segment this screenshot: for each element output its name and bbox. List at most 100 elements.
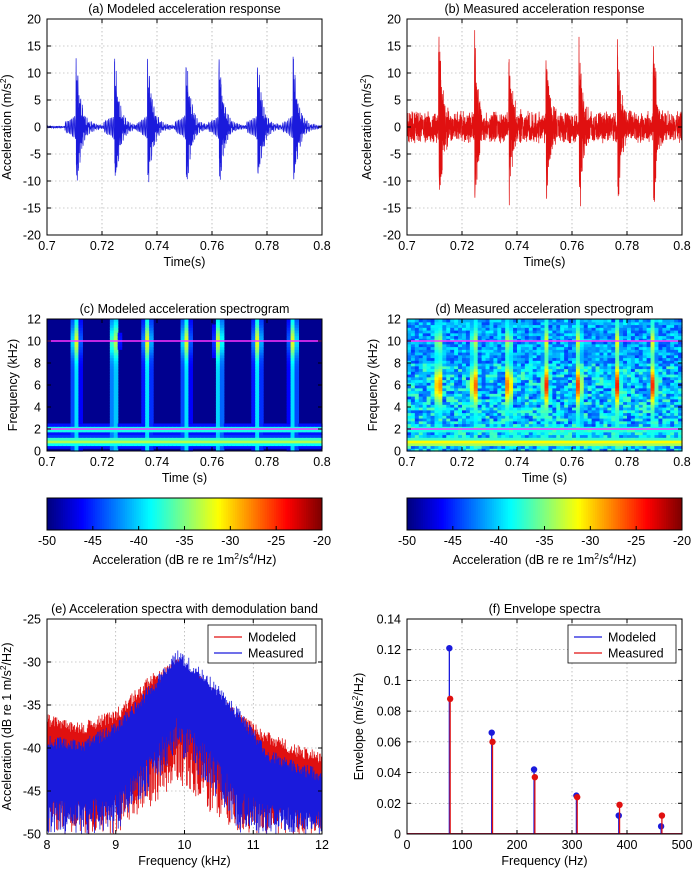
- spectrogram-cell: [418, 330, 424, 334]
- spectrogram-cell: [473, 365, 479, 370]
- spectrogram-cell: [294, 434, 300, 438]
- spectrogram-cell: [513, 412, 518, 416]
- spectrogram-cell: [544, 426, 550, 430]
- spectrogram-cell: [572, 341, 577, 345]
- spectrogram-cell: [290, 379, 296, 383]
- spectrogram-cell: [532, 335, 538, 339]
- x-tick-label: 0.72: [90, 455, 114, 469]
- spectrogram-cell: [509, 374, 514, 378]
- spectrogram-cell: [180, 368, 186, 372]
- spectrogram-cell: [587, 332, 593, 337]
- spectrogram-cell: [407, 418, 412, 422]
- spectrogram-cell: [517, 357, 522, 361]
- spectrogram-cell: [157, 442, 162, 447]
- spectrogram-cell: [540, 412, 546, 416]
- spectrogram-cell: [141, 440, 146, 444]
- spectrogram-cell: [442, 398, 447, 403]
- spectrogram-cell: [591, 434, 597, 438]
- spectrogram-cell: [223, 440, 229, 444]
- spectrogram-cell: [544, 363, 550, 367]
- spectrogram-cell: [646, 404, 652, 408]
- spectrogram-cell: [564, 387, 569, 392]
- spectrogram-cell: [454, 423, 459, 427]
- spectrogram-cell: [599, 376, 605, 381]
- spectrogram-cell: [536, 409, 542, 414]
- spectrogram-cell: [572, 330, 577, 334]
- spectrogram-cell: [513, 407, 518, 411]
- spectrogram-cell: [82, 437, 87, 441]
- spectrogram-cell: [109, 407, 115, 411]
- spectrogram-cell: [477, 434, 483, 438]
- spectrogram-cell: [634, 330, 640, 334]
- spectrogram-cell: [540, 327, 546, 331]
- spectrogram-cell: [587, 398, 593, 403]
- spectrogram-cell: [579, 330, 585, 334]
- spectrogram-cell: [243, 442, 248, 447]
- spectrogram-cell: [74, 330, 80, 334]
- spectrogram-cell: [572, 420, 577, 425]
- spectrogram-cell: [184, 363, 190, 367]
- spectrogram-cell: [90, 431, 95, 436]
- spectrogram-cell: [564, 327, 569, 331]
- spectrogram-cell: [90, 423, 95, 427]
- spectrogram-cell: [520, 343, 526, 348]
- spectrogram-cell: [58, 437, 64, 441]
- spectrogram-cell: [517, 431, 522, 436]
- spectrogram-cell: [583, 354, 589, 359]
- spectrogram-cell: [255, 379, 260, 383]
- spectrogram-cell: [465, 319, 471, 323]
- spectrogram-cell: [473, 393, 479, 397]
- spectrogram-cell: [654, 335, 660, 339]
- spectrogram-cell: [517, 401, 522, 405]
- spectrogram-cell: [458, 374, 463, 378]
- spectrogram-cell: [259, 343, 264, 348]
- spectrogram-cell: [536, 390, 542, 394]
- spectrogram-cell: [646, 396, 652, 400]
- spectrogram-cell: [422, 431, 428, 436]
- spectrogram-cell: [642, 365, 648, 370]
- spectrogram-cell: [505, 429, 510, 433]
- spectrogram-cell: [70, 396, 76, 400]
- spectrogram-cell: [662, 385, 667, 389]
- spectrogram-cell: [575, 445, 581, 449]
- spectrogram-cell: [465, 371, 471, 375]
- spectrogram-cell: [658, 349, 663, 353]
- spectrogram-cell: [658, 327, 663, 331]
- spectrogram-cell: [619, 385, 624, 389]
- spectrogram-cell: [180, 346, 186, 350]
- spectrogram-cell: [290, 412, 296, 416]
- spectrogram-cell: [575, 343, 581, 348]
- spectrogram-cell: [78, 426, 83, 430]
- spectrogram-cell: [658, 365, 663, 370]
- spectrogram-cell: [595, 387, 601, 392]
- spectrogram-cell: [540, 387, 546, 392]
- spectrogram-cell: [501, 330, 506, 334]
- spectrogram-cell: [438, 385, 443, 389]
- spectrogram-cell: [259, 371, 264, 375]
- spectrogram-cell: [434, 338, 440, 342]
- spectrogram-cell: [623, 379, 628, 383]
- y-tick-label: 0: [34, 121, 41, 135]
- spectrogram-cell: [290, 404, 296, 408]
- spectrogram-cell: [513, 387, 518, 392]
- spectrogram-cell: [477, 363, 483, 367]
- spectrogram-cell: [489, 401, 495, 405]
- spectrogram-cell: [493, 330, 498, 334]
- colorbar-segment: [56, 498, 59, 530]
- spectrogram-cell: [294, 319, 300, 323]
- spectrogram-cell: [501, 409, 506, 414]
- spectrogram-cell: [642, 401, 648, 405]
- spectrogram-cell: [528, 371, 534, 375]
- spectrogram-cell: [434, 346, 440, 350]
- spectrogram-cell: [255, 327, 260, 331]
- spectrogram-cell: [509, 445, 514, 449]
- spectrogram-cell: [462, 368, 467, 372]
- spectrogram-cell: [286, 398, 292, 403]
- spectrogram-cell: [662, 363, 667, 367]
- y-tick-label: -15: [383, 202, 401, 216]
- spectrogram-cell: [509, 379, 514, 383]
- spectrogram-cell: [520, 357, 526, 361]
- x-axis-label: Time (s): [522, 471, 567, 485]
- spectrogram-cell: [493, 352, 498, 356]
- spectrogram-cell: [572, 409, 577, 414]
